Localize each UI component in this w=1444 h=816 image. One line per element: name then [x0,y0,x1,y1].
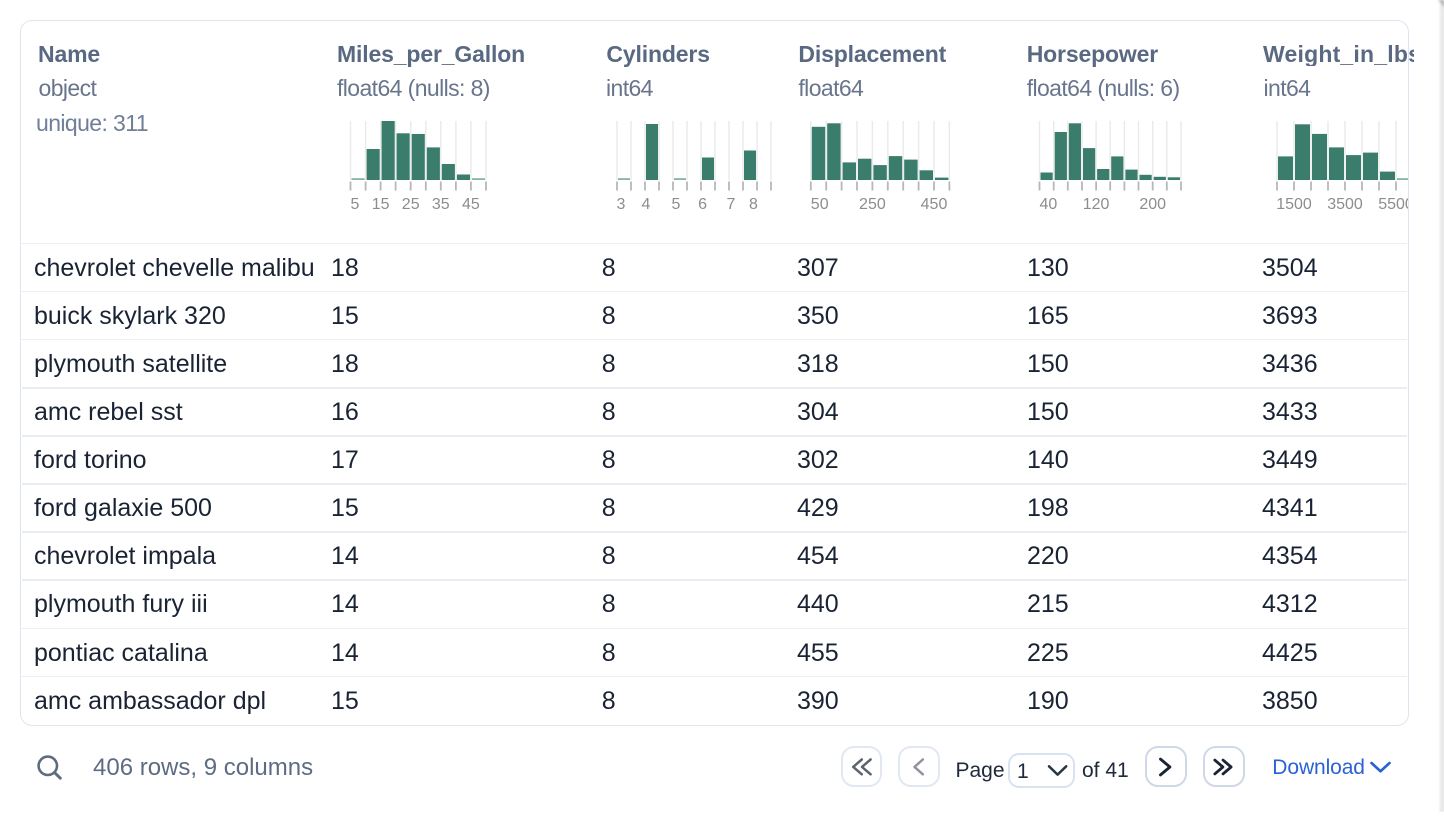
svg-text:8: 8 [749,196,758,213]
svg-text:50: 50 [811,196,829,213]
svg-text:3: 3 [617,196,626,213]
svg-text:1500: 1500 [1276,196,1312,213]
svg-text:25: 25 [402,196,420,213]
svg-text:45: 45 [462,196,480,213]
svg-text:15: 15 [372,196,390,213]
svg-text:5: 5 [351,196,360,213]
svg-text:120: 120 [1083,196,1110,213]
svg-text:4: 4 [642,196,651,213]
svg-text:5500: 5500 [1378,196,1414,213]
svg-text:3500: 3500 [1327,196,1363,213]
svg-text:6: 6 [698,196,707,213]
svg-text:450: 450 [921,196,948,213]
svg-text:40: 40 [1040,196,1058,213]
svg-text:250: 250 [859,196,886,213]
svg-text:5: 5 [672,196,681,213]
svg-text:7: 7 [726,196,735,213]
svg-text:35: 35 [432,196,450,213]
svg-text:200: 200 [1139,196,1166,213]
